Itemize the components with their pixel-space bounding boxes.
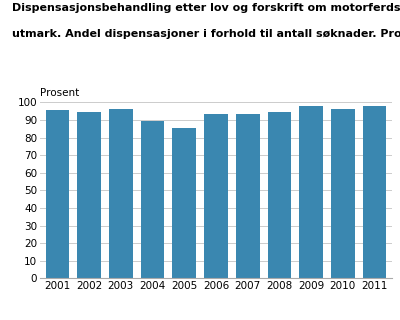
Bar bbox=[77, 112, 101, 278]
Bar bbox=[331, 109, 355, 278]
Bar bbox=[363, 106, 386, 278]
Bar bbox=[268, 112, 291, 278]
Bar bbox=[204, 114, 228, 278]
Bar bbox=[172, 128, 196, 278]
Bar bbox=[109, 109, 133, 278]
Bar bbox=[236, 114, 260, 278]
Bar bbox=[46, 110, 69, 278]
Text: Prosent: Prosent bbox=[40, 88, 79, 98]
Text: Dispensasjonsbehandling etter lov og forskrift om motorferdsel i: Dispensasjonsbehandling etter lov og for… bbox=[12, 3, 400, 13]
Bar bbox=[141, 121, 164, 278]
Text: utmark. Andel dispensasjoner i forhold til antall søknader. Prosent: utmark. Andel dispensasjoner i forhold t… bbox=[12, 29, 400, 39]
Bar bbox=[299, 106, 323, 278]
